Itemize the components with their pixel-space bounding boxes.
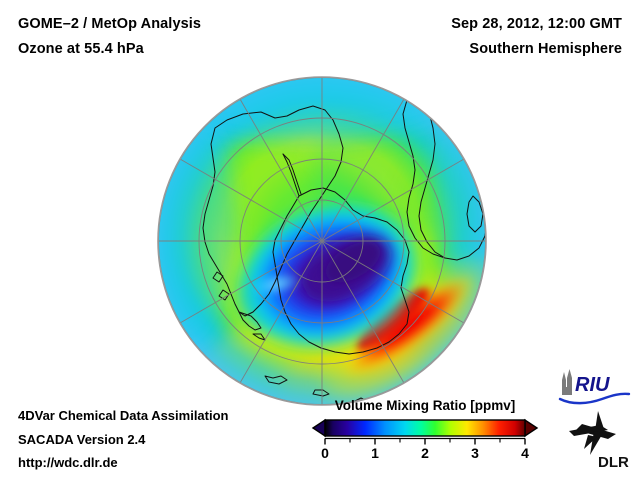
header-left: GOME–2 / MetOp Analysis Ozone at 55.4 hP… (18, 12, 348, 62)
colorbar: Volume Mixing Ratio [ppmv] (305, 398, 545, 476)
colorbar-extend-min (311, 418, 326, 438)
riu-tower-icon (562, 369, 572, 395)
dlr-logo: DLR (569, 411, 629, 471)
version-label: SACADA Version 2.4 (18, 431, 146, 447)
colorbar-tick-labels: 0 1 2 3 4 (305, 445, 545, 465)
page-subtitle: Ozone at 55.4 hPa (18, 41, 144, 57)
ozone-field (158, 77, 486, 405)
website-link[interactable]: http://wdc.dlr.de (18, 455, 118, 470)
colorbar-title: Volume Mixing Ratio [ppmv] (334, 398, 516, 413)
dlr-wordmark: DLR (598, 454, 629, 471)
page-title: GOME–2 / MetOp Analysis (18, 16, 202, 32)
header-right: Sep 28, 2012, 12:00 GMT Southern Hemisph… (322, 12, 622, 62)
colorbar-tick-2: 2 (421, 445, 429, 461)
colorbar-tick-1: 1 (371, 445, 379, 461)
colorbar-major-ticks (324, 438, 526, 445)
riu-wordmark: RIU (575, 374, 610, 396)
footer-credits: 4DVar Chemical Data Assimilation SACADA … (18, 404, 298, 475)
colorbar-tick-3: 3 (471, 445, 479, 461)
globe-map (157, 76, 487, 406)
colorbar-minor-ticks (349, 438, 501, 443)
orthographic-projection-svg (157, 76, 487, 406)
colorbar-gradient (311, 418, 539, 445)
riu-swoosh (558, 392, 631, 405)
colorbar-bar (324, 419, 526, 437)
colorbar-tick-4: 4 (521, 445, 529, 461)
timestamp-label: Sep 28, 2012, 12:00 GMT (451, 16, 622, 32)
colorbar-tick-0: 0 (321, 445, 329, 461)
assimilation-label: 4DVar Chemical Data Assimilation (18, 408, 229, 423)
globe-outline (157, 76, 487, 406)
riu-logo: RIU (558, 369, 631, 405)
dlr-mark-icon (569, 411, 616, 455)
hemisphere-label: Southern Hemisphere (469, 41, 622, 57)
colorbar-extend-max (524, 418, 539, 438)
